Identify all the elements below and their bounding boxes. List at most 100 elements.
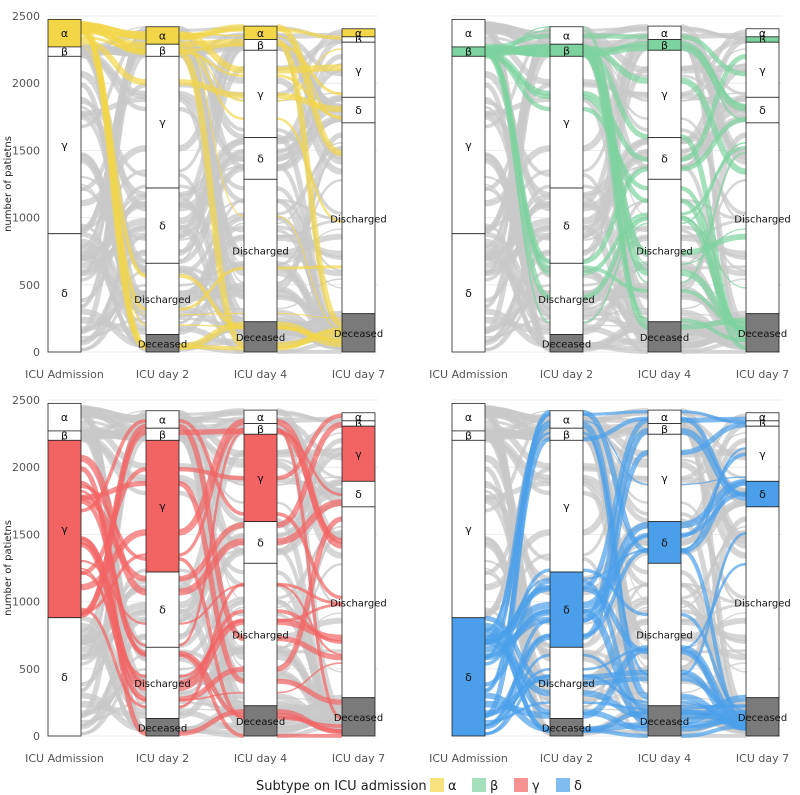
stratum-label: β — [661, 423, 668, 436]
flow-highlight — [80, 466, 147, 736]
stratum-α — [47, 18, 82, 48]
stratum-label: α — [661, 27, 668, 40]
flow-highlight — [680, 186, 747, 334]
stratum-label: Deceased — [542, 339, 591, 350]
flow-highlight — [680, 217, 747, 289]
x-tick-label: ICU day 7 — [332, 752, 385, 765]
flow-highlight — [276, 427, 343, 720]
stratum-γ — [549, 55, 584, 189]
legend-title: Subtype on ICU admission — [256, 779, 427, 794]
stratum-label: γ — [759, 64, 766, 77]
legend-label: γ — [532, 779, 540, 794]
stratum-label: Deceased — [738, 329, 787, 340]
stratum-label: Discharged — [232, 631, 288, 642]
flow — [582, 584, 649, 625]
stratum-label: β — [465, 46, 472, 59]
stratum-δ — [549, 571, 584, 648]
flow-highlight — [581, 428, 650, 624]
stratum-γ — [451, 439, 486, 619]
stratum-γ — [145, 55, 180, 189]
stratum-γ — [243, 433, 278, 523]
stratum-label: α — [465, 27, 472, 40]
flow-highlight — [276, 312, 343, 319]
legend-swatch — [556, 778, 570, 792]
flow-highlight — [484, 412, 551, 660]
y-tick-label: 500 — [19, 279, 40, 292]
stratum-label: Deceased — [138, 339, 187, 350]
stratum-Deceased — [647, 705, 682, 737]
flow-highlight — [276, 603, 343, 623]
stratum-label: Discharged — [134, 295, 190, 306]
flow — [484, 224, 551, 277]
flow-highlight — [484, 51, 551, 300]
flow-highlight — [276, 24, 343, 157]
flow — [484, 308, 551, 349]
stratum-label: γ — [661, 472, 668, 485]
flow — [484, 480, 551, 500]
flow-highlight — [276, 48, 343, 102]
x-tick-label: ICU day 2 — [136, 368, 189, 381]
stratum-label: α — [159, 29, 166, 42]
stratum-γ — [745, 41, 780, 98]
x-tick-label: ICU day 2 — [540, 368, 593, 381]
stratum-Discharged — [243, 178, 278, 323]
stratum-label: α — [257, 27, 264, 40]
stratum-label: α — [465, 411, 472, 424]
stratum-label: β — [159, 428, 166, 441]
stratum-label: γ — [159, 116, 166, 129]
stratum-label: Deceased — [236, 333, 285, 344]
stratum-label: β — [61, 430, 68, 443]
flow — [178, 222, 245, 324]
flow — [484, 269, 551, 351]
stratum-label: δ — [61, 671, 68, 684]
flow — [484, 96, 551, 116]
stratum-label: Deceased — [640, 717, 689, 728]
flow-highlight — [276, 708, 343, 735]
flow-highlight — [178, 266, 245, 311]
flow-highlight — [582, 653, 649, 708]
stratum-Discharged — [145, 646, 180, 719]
flow — [178, 419, 245, 601]
flow — [178, 417, 245, 424]
flow-highlight — [680, 40, 747, 108]
flow — [80, 417, 147, 435]
flow-highlight — [178, 418, 245, 536]
flow-highlight — [178, 584, 245, 625]
stratum-label: Discharged — [636, 631, 692, 642]
flow-highlight — [582, 674, 649, 704]
flow — [80, 223, 147, 325]
stratum-δ — [451, 233, 486, 353]
stratum-δ — [341, 96, 376, 124]
stratum-label: β — [61, 46, 68, 59]
flow-highlight — [680, 34, 747, 77]
flow — [276, 432, 343, 486]
flow-highlight — [582, 410, 649, 417]
stratum-label: δ — [563, 220, 570, 233]
flow-highlight — [582, 217, 649, 276]
legend-label: α — [448, 779, 457, 794]
stratum-label: γ — [257, 472, 264, 485]
flow — [276, 219, 343, 239]
flow-highlight — [80, 529, 147, 591]
flow-highlight — [178, 321, 245, 351]
stratum-δ — [47, 617, 82, 737]
y-tick-label: 0 — [33, 730, 40, 743]
stratum-label: β — [759, 418, 766, 431]
stratum-label: Deceased — [542, 723, 591, 734]
stratum-label: Discharged — [134, 679, 190, 690]
stratum-γ — [647, 433, 682, 523]
flow-highlight — [680, 716, 747, 729]
flow-highlight — [178, 619, 245, 678]
flow-highlight — [484, 50, 551, 276]
flow — [276, 132, 343, 288]
stratum-label: Discharged — [734, 598, 790, 609]
flow-highlight — [276, 662, 343, 694]
flow-highlight — [484, 653, 551, 735]
stratum-label: β — [759, 34, 766, 47]
flow-highlight — [582, 215, 649, 300]
stratum-label: Discharged — [232, 247, 288, 258]
flow — [680, 128, 747, 216]
stratum-Deceased — [341, 313, 376, 353]
stratum-label: β — [257, 423, 264, 436]
stratum-label: δ — [759, 488, 766, 501]
